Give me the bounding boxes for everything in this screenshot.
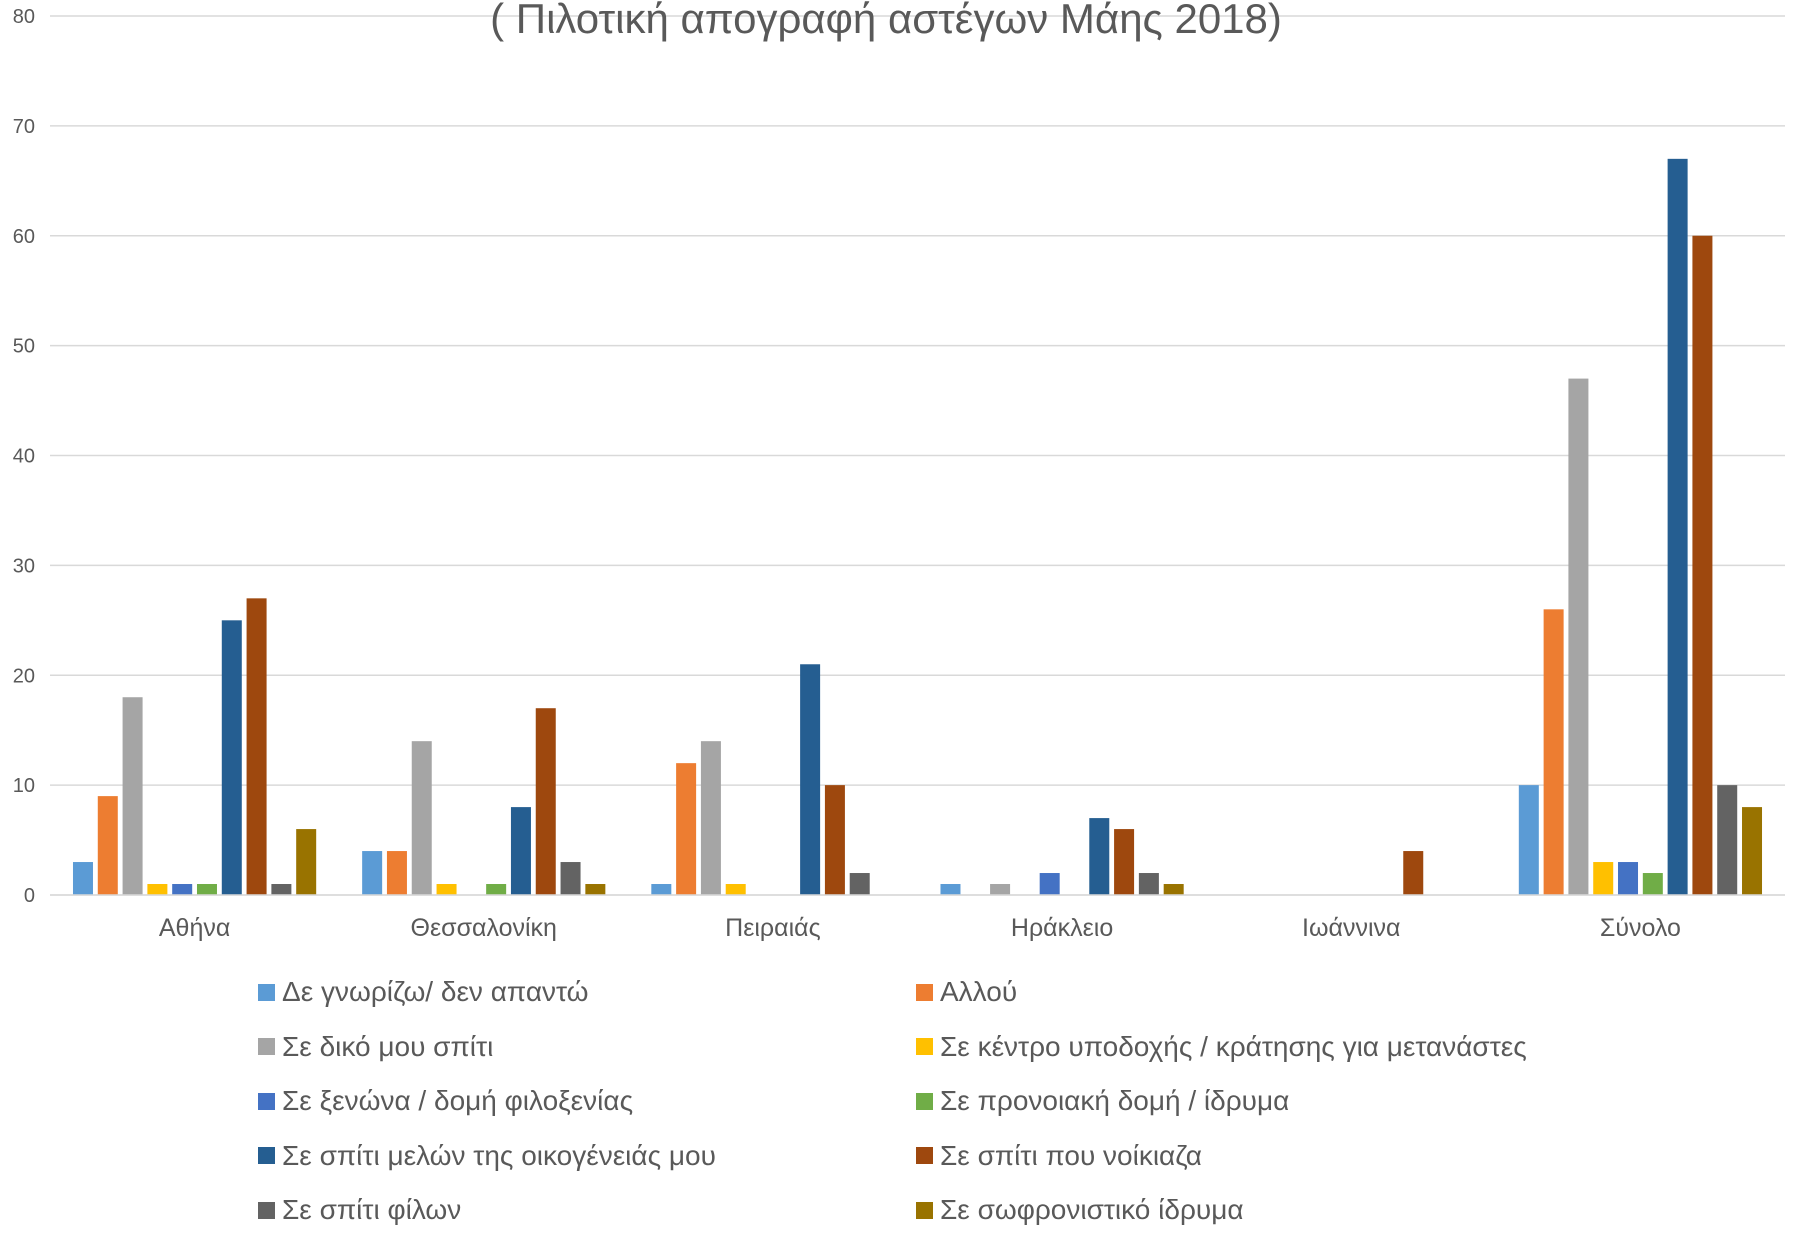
bar	[72, 862, 93, 895]
chart-title: ( Πιλοτική απογραφή αστέγων Μάης 2018)	[490, 0, 1282, 42]
legend-swatch	[916, 1201, 933, 1219]
legend-item: Σε σωφρονιστικό ίδρυμα	[916, 1183, 1676, 1238]
legend-item: Σε κέντρο υποδοχής / κράτησης για μετανά…	[916, 1020, 1676, 1075]
bar	[196, 884, 217, 895]
bar	[172, 884, 193, 895]
legend-label: Σε σπίτι μελών της οικογένειάς μου	[282, 1139, 716, 1171]
bar	[362, 851, 383, 895]
legend-item: Σε ξενώνα / δομή φιλοξενίας	[258, 1074, 916, 1129]
x-tick-label: Σύνολο	[1600, 914, 1681, 942]
bar	[271, 884, 292, 895]
bar	[1618, 862, 1639, 895]
bar	[1742, 807, 1763, 895]
bar	[1114, 829, 1135, 895]
bar	[486, 884, 507, 895]
legend-label: Σε σωφρονιστικό ίδρυμα	[940, 1194, 1244, 1226]
bar	[221, 620, 242, 895]
legend-swatch	[916, 1038, 933, 1056]
legend-swatch	[916, 983, 933, 1001]
legend: Δε γνωρίζω/ δεν απαντώ Αλλού Σε δικό μου σ…	[258, 965, 1758, 1238]
x-tick-label: Θεσσαλονίκη	[411, 914, 557, 942]
y-tick-label: 40	[13, 446, 35, 468]
legend-item: Αλλού	[916, 965, 1676, 1020]
bar	[122, 697, 143, 895]
bar	[990, 884, 1011, 895]
bar	[147, 884, 168, 895]
bar	[535, 708, 556, 895]
bar	[1403, 851, 1424, 895]
legend-label: Σε προνοιακή δομή / ίδρυμα	[940, 1085, 1290, 1117]
x-tick-label: Αθήνα	[159, 914, 230, 942]
bar	[386, 851, 407, 895]
legend-label: Σε σπίτι που νοίκιαζα	[940, 1139, 1202, 1171]
bar	[1089, 818, 1110, 895]
legend-item: Σε δικό μου σπίτι	[258, 1020, 916, 1075]
bar	[1593, 862, 1614, 895]
y-tick-label: 30	[13, 555, 35, 577]
bar	[940, 884, 961, 895]
bar	[824, 785, 845, 895]
legend-swatch	[258, 1201, 275, 1219]
bar	[1543, 609, 1564, 895]
bar	[1568, 378, 1589, 895]
bar	[1692, 235, 1713, 895]
bar	[1717, 785, 1738, 895]
x-tick-label: Ηράκλειο	[1011, 914, 1113, 942]
bar	[1163, 884, 1184, 895]
bar	[246, 598, 267, 895]
bar	[1642, 873, 1663, 895]
bar	[849, 873, 870, 895]
bar	[560, 862, 581, 895]
bar	[725, 884, 746, 895]
bar	[585, 884, 606, 895]
legend-label: Σε δικό μου σπίτι	[282, 1030, 494, 1062]
legend-swatch	[258, 1092, 275, 1110]
legend-swatch	[258, 1147, 275, 1165]
legend-item: Σε σπίτι φίλων	[258, 1183, 916, 1238]
y-tick-label: 60	[13, 226, 35, 248]
y-tick-label: 70	[13, 116, 35, 138]
y-tick-label: 20	[13, 665, 35, 687]
y-tick-label: 10	[13, 775, 35, 797]
bar	[1138, 873, 1159, 895]
y-tick-label: 80	[13, 6, 35, 28]
legend-label: Δε γνωρίζω/ δεν απαντώ	[282, 976, 589, 1008]
legend-label: Σε κέντρο υποδοχής / κράτησης για μετανά…	[940, 1030, 1527, 1062]
legend-swatch	[916, 1147, 933, 1165]
bar	[800, 664, 821, 895]
bar	[436, 884, 457, 895]
bar	[510, 807, 531, 895]
bar	[411, 741, 432, 895]
bar	[676, 763, 697, 895]
bar	[1518, 785, 1539, 895]
legend-swatch	[258, 1038, 275, 1056]
legend-label: Αλλού	[940, 976, 1018, 1008]
bar	[1667, 158, 1688, 895]
legend-item: Σε σπίτι που νοίκιαζα	[916, 1129, 1676, 1184]
legend-item: Σε σπίτι μελών της οικογένειάς μου	[258, 1129, 916, 1184]
bar	[296, 829, 317, 895]
y-tick-label: 0	[24, 885, 35, 907]
legend-swatch	[916, 1092, 933, 1110]
y-tick-label: 50	[13, 336, 35, 358]
legend-swatch	[258, 983, 275, 1001]
legend-label: Σε ξενώνα / δομή φιλοξενίας	[282, 1085, 634, 1117]
bar	[651, 884, 672, 895]
legend-label: Σε σπίτι φίλων	[282, 1194, 462, 1226]
x-tick-label: Ιωάννινα	[1302, 914, 1400, 942]
bar	[700, 741, 721, 895]
legend-item: Σε προνοιακή δομή / ίδρυμα	[916, 1074, 1676, 1129]
x-tick-label: Πειραιάς	[725, 914, 820, 942]
bar	[1039, 873, 1060, 895]
legend-item: Δε γνωρίζω/ δεν απαντώ	[258, 965, 916, 1020]
bar	[97, 796, 118, 895]
